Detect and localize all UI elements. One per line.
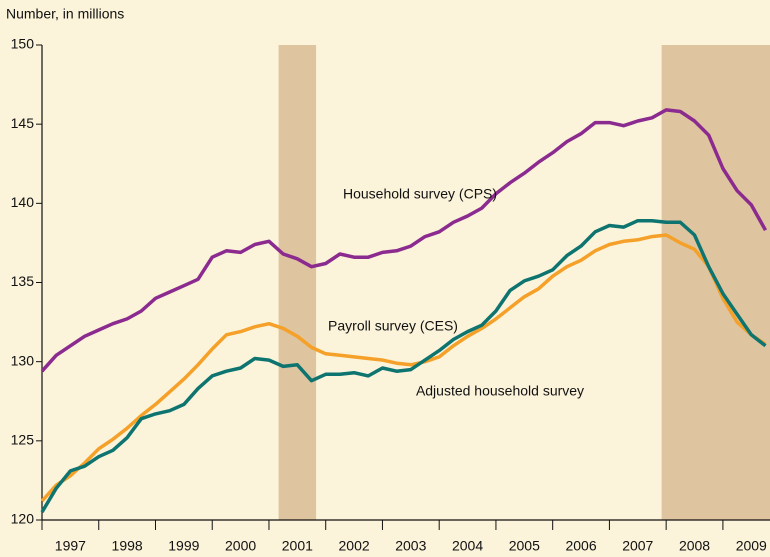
y-tick-label: 140 (11, 194, 35, 210)
x-tick-label: 2000 (225, 538, 256, 554)
series-line (40, 233, 767, 503)
series-label: Household survey (CPS) (343, 186, 497, 202)
y-tick-label: 125 (11, 432, 35, 448)
y-tick-label: 130 (11, 352, 35, 368)
x-tick-label: 2006 (565, 538, 596, 554)
y-axis-label: Number, in millions (6, 6, 124, 22)
x-tick-label: 1997 (55, 538, 86, 554)
y-tick-label: 145 (11, 115, 35, 131)
series-label: Adjusted household survey (416, 383, 584, 399)
x-tick-label: 2007 (622, 538, 653, 554)
series-label: Payroll survey (CES) (328, 318, 458, 334)
x-tick-label: 2009 (736, 538, 767, 554)
y-tick-label: 135 (11, 273, 35, 289)
series-line (40, 218, 767, 513)
x-tick-label: 2002 (339, 538, 370, 554)
x-tick-label: 2001 (282, 538, 313, 554)
x-tick-label: 1999 (168, 538, 199, 554)
x-tick-label: 2008 (679, 538, 710, 554)
recession-shade (278, 45, 317, 520)
x-tick-label: 2003 (395, 538, 426, 554)
x-tick-label: 1998 (112, 538, 143, 554)
x-tick-label: 2004 (452, 538, 483, 554)
series-line (40, 108, 768, 373)
y-tick-label: 150 (11, 36, 35, 52)
x-tick-label: 2005 (509, 538, 540, 554)
y-tick-label: 120 (11, 511, 35, 527)
